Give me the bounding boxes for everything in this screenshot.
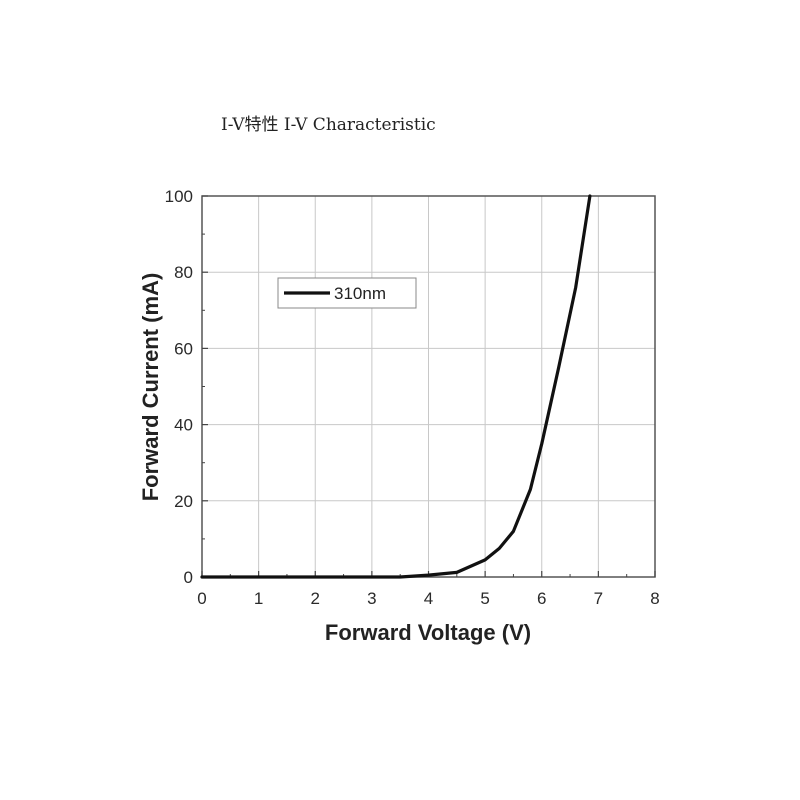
legend: 310nm: [277, 277, 417, 309]
y-axis-title: Forward Current (mA): [138, 273, 163, 502]
y-tick-label-80: 80: [174, 263, 193, 282]
y-tick-label-60: 60: [174, 339, 193, 358]
x-tick-label-3: 3: [367, 589, 376, 608]
x-tick-label-1: 1: [254, 589, 263, 608]
y-tick-label-0: 0: [184, 568, 193, 587]
x-tick-label-5: 5: [480, 589, 489, 608]
x-tick-label-2: 2: [311, 589, 320, 608]
series-layer: [200, 194, 592, 579]
x-tick-label-8: 8: [650, 589, 659, 608]
x-axis-title: Forward Voltage (V): [325, 620, 531, 645]
y-tick-label-20: 20: [174, 492, 193, 511]
grid: [202, 196, 655, 577]
y-tick-label-100: 100: [165, 187, 193, 206]
legend-label-0: 310nm: [334, 284, 386, 303]
series-line-0: [200, 194, 592, 579]
x-tick-label-4: 4: [424, 589, 433, 608]
y-tick-label-40: 40: [174, 416, 193, 435]
x-tick-label-0: 0: [197, 589, 206, 608]
x-tick-label-6: 6: [537, 589, 546, 608]
x-tick-label-7: 7: [594, 589, 603, 608]
chart-caption: I-V特性 I-V Characteristic: [221, 115, 436, 135]
